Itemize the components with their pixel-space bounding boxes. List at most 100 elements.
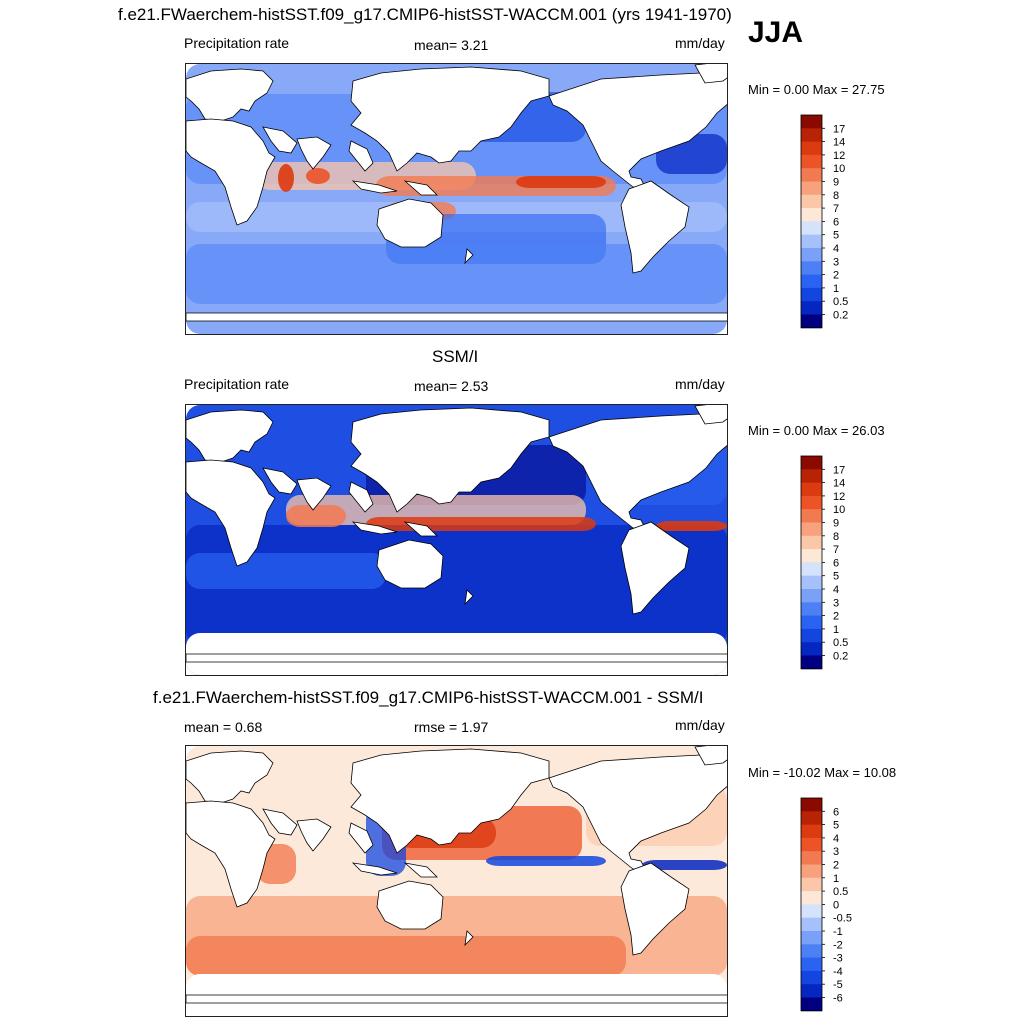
coastline (262, 126, 298, 154)
colorbar-box (801, 141, 822, 156)
coastline (694, 405, 727, 425)
colorbar-box (801, 522, 822, 537)
colorbar-tick-label: -2 (833, 939, 843, 951)
colorbar-tick-label: 6 (833, 557, 839, 569)
colorbar-tick-label: 0.5 (833, 886, 848, 898)
colorbar-box (801, 944, 822, 958)
colorbar-box (801, 864, 822, 879)
coastline (186, 653, 727, 663)
colorbar-box (801, 837, 822, 852)
colorbar-tick-label: 9 (833, 518, 839, 530)
coastline (348, 822, 374, 854)
colorbar-tick-label: 3 (833, 256, 839, 268)
colorbar-box (801, 248, 822, 262)
colorbar-tick-label: 4 (833, 833, 839, 845)
colorbar-tick-label: 14 (833, 478, 845, 490)
land-layer (186, 405, 727, 663)
panel2-title: SSM/I (432, 347, 479, 366)
colorbar-box (801, 314, 822, 329)
colorbar-box (801, 984, 822, 998)
colorbar-box (801, 997, 822, 1012)
colorbar-tick-label: -1 (833, 926, 843, 938)
colorbar-box (801, 535, 822, 550)
colorbar-tick-label: 5 (833, 571, 839, 583)
colorbar-box (801, 128, 822, 142)
coastline (376, 539, 444, 589)
panel3-minmax: Min = -10.02 Max = 10.08 (748, 765, 897, 780)
colorbar-box (801, 891, 822, 905)
colorbar-box (801, 154, 822, 169)
panel1-map (185, 63, 728, 335)
coastline (548, 72, 727, 188)
panel2-minmax: Min = 0.00 Max = 26.03 (748, 423, 885, 438)
precip-field (656, 521, 727, 531)
colorbar-box (801, 287, 822, 302)
coastline (464, 930, 474, 947)
colorbar-tick-label: 8 (833, 531, 839, 543)
coastline (350, 66, 550, 172)
panel1-colorbar: 17 14 12 10 9 8 7 6 5 4 3 2 1 0.5 0.2 (800, 114, 881, 329)
colorbar-tick-label: 8 (833, 190, 839, 202)
coastline (351, 521, 398, 535)
coastline (262, 808, 298, 836)
panel3-units-label: mm/day (675, 717, 725, 733)
colorbar-box (801, 904, 822, 919)
colorbar-tick-label: 0.2 (833, 310, 848, 322)
colorbar-tick-label: -0.5 (833, 913, 852, 925)
coastline (464, 589, 474, 606)
panel3-title: f.e21.FWaerchem-histSST.f09_g17.CMIP6-hi… (153, 688, 704, 707)
colorbar-box (801, 274, 822, 289)
colorbar-tick-label: 0.5 (833, 637, 848, 649)
colorbar-box (801, 456, 822, 470)
panel2-left-label: Precipitation rate (184, 376, 290, 392)
colorbar-tick-label: 6 (833, 216, 839, 228)
coastline (186, 312, 727, 322)
panel1-units-label: mm/day (675, 35, 725, 51)
coastline (351, 180, 398, 194)
precip-field (186, 553, 386, 589)
colorbar-tick-label: 2 (833, 860, 839, 872)
colorbar-tick-label: 4 (833, 584, 839, 596)
colorbar-tick-label: 2 (833, 270, 839, 282)
colorbar-box (801, 811, 822, 825)
colorbar-box (801, 602, 822, 616)
panel1-title: f.e21.FWaerchem-histSST.f09_g17.CMIP6-hi… (118, 5, 732, 24)
coastline (620, 862, 690, 956)
colorbar-tick-label: -6 (833, 993, 843, 1005)
land-layer (186, 64, 727, 322)
coastline (186, 750, 274, 804)
colorbar-box (801, 655, 822, 670)
precip-field (186, 936, 626, 976)
colorbar-box (801, 589, 822, 603)
panel3-colorbar: 6 5 4 3 2 1 0.5 0 -0.5 -1 -2 -3 -4 -5 -6 (800, 797, 881, 1012)
colorbar-box (801, 194, 822, 209)
coastline (620, 180, 690, 274)
colorbar-tick-label: 5 (833, 230, 839, 242)
coastline (350, 407, 550, 513)
colorbar-tick-label: 1 (833, 624, 839, 636)
colorbar-box (801, 642, 822, 656)
coastline (620, 521, 690, 615)
coastline (694, 64, 727, 84)
precip-field (642, 860, 727, 870)
coastline (186, 459, 276, 567)
coastline (548, 413, 727, 529)
land-layer (186, 746, 727, 1004)
colorbar-tick-label: 9 (833, 177, 839, 189)
colorbar-tick-label: 5 (833, 820, 839, 832)
season-label: JJA (748, 16, 804, 49)
colorbar-tick-label: 6 (833, 806, 839, 818)
panel2-colorbar: 17 14 12 10 9 8 7 6 5 4 3 2 1 0.5 0.2 (800, 455, 881, 670)
colorbar-box (801, 181, 822, 196)
coastline (350, 748, 550, 854)
coastline (296, 477, 332, 511)
precip-field (366, 517, 596, 531)
precip-field (306, 168, 330, 184)
panel2-mean-label: mean= 2.53 (414, 378, 489, 394)
precip-field (286, 505, 346, 527)
coastline (186, 68, 274, 122)
panel1-minmax: Min = 0.00 Max = 27.75 (748, 82, 885, 97)
colorbar-box (801, 851, 822, 865)
coastline (403, 521, 438, 537)
coastline (186, 409, 274, 463)
